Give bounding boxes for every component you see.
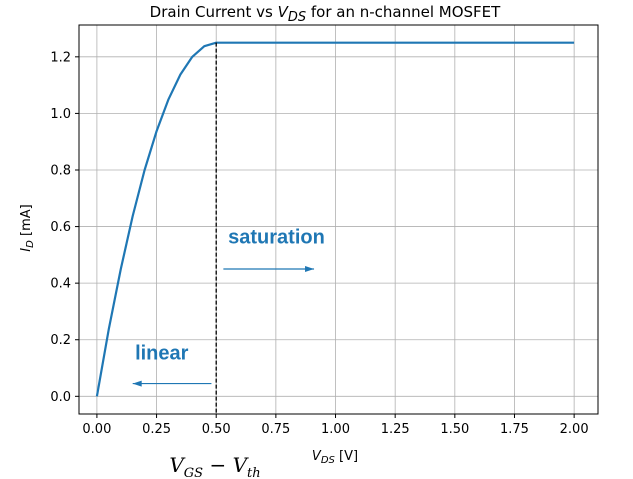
x-tick-label: 0.00 [82, 422, 111, 437]
y-tick-label: 1.2 [50, 50, 71, 65]
y-axis-label: ID [mA] [19, 204, 36, 251]
x-tick-label: 1.25 [381, 422, 410, 437]
x-tick-label: 1.50 [440, 422, 469, 437]
x-tick-label: 1.75 [500, 422, 529, 437]
annotation-layer: saturation linear [132, 42, 325, 414]
y-tick-label: 0.6 [50, 220, 71, 235]
series-layer [95, 41, 575, 397]
saturation-label: saturation [228, 227, 325, 249]
y-tick-label: 0.8 [50, 163, 71, 178]
y-tick-label: 0.2 [50, 333, 71, 348]
saturation-arrowhead [305, 266, 315, 273]
grid [79, 25, 598, 414]
y-tick-label: 0.0 [50, 390, 71, 405]
tick-layer: 0.00 0.25 0.50 0.75 1.00 1.25 1.50 1.75 2.00 0.0 0… [50, 50, 588, 437]
x-axis-label: VDS [V] [312, 449, 358, 466]
vgs-minus-vth-label: VGS − Vth [169, 453, 260, 479]
plot-frame [78, 24, 599, 415]
x-tick-label: 2.00 [560, 422, 589, 437]
x-tick-label: 0.25 [142, 422, 171, 437]
x-tick-label: 1.00 [321, 422, 350, 437]
y-tick-label: 0.4 [50, 277, 71, 292]
x-tick-label: 0.75 [261, 422, 290, 437]
x-tick-label: 0.50 [202, 422, 231, 437]
y-tick-label: 1.0 [50, 107, 71, 122]
chart-title: Drain Current vs VDS for an n-channel MO… [150, 3, 501, 25]
linear-arrowhead [132, 380, 142, 387]
linear-label: linear [135, 343, 189, 365]
id-vds-curve [95, 41, 575, 397]
